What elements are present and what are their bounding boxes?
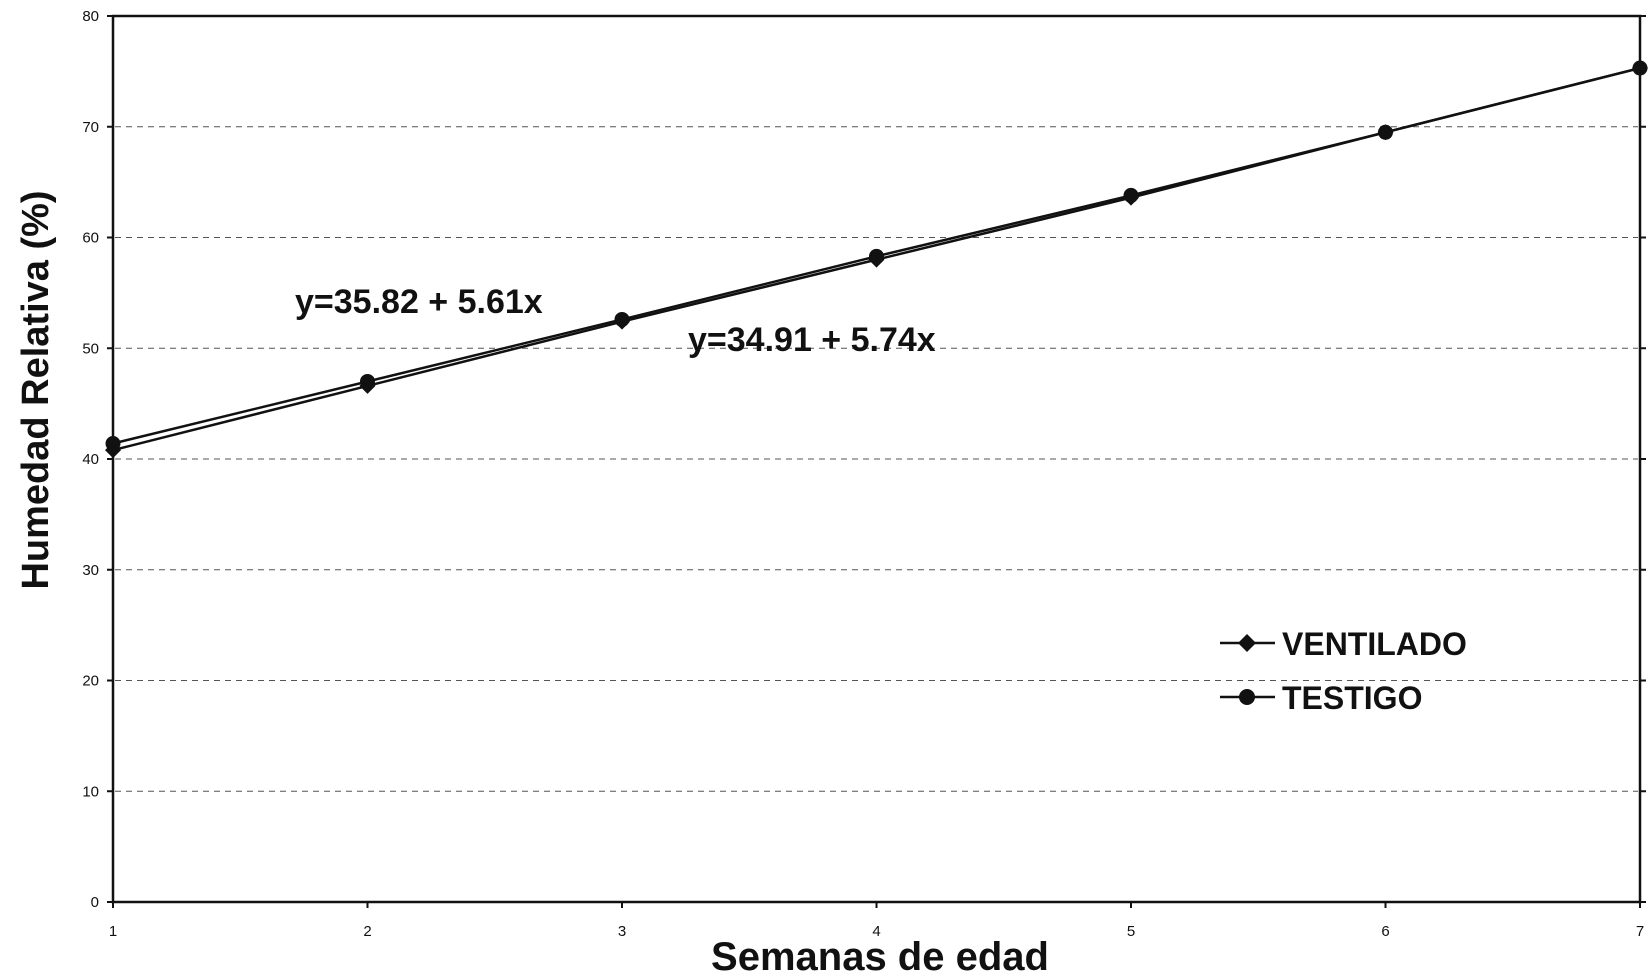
y-tick-label: 0 — [91, 894, 99, 911]
point-testigo — [105, 435, 121, 451]
y-tick-label: 60 — [82, 230, 99, 247]
legend: VENTILADO TESTIGO — [1220, 626, 1467, 716]
x-tick-label: 2 — [363, 923, 371, 940]
x-axis-ticks: 1 2 3 4 5 6 7 — [109, 902, 1644, 940]
y-axis-ticks: 0 10 20 30 40 50 60 70 80 — [82, 8, 1646, 911]
x-axis-title: Semanas de edad — [711, 935, 1049, 978]
x-tick-label: 5 — [1127, 923, 1135, 940]
point-testigo — [869, 248, 884, 264]
x-tick-label: 3 — [618, 923, 626, 940]
series-lines — [105, 60, 1648, 459]
x-tick-label: 4 — [872, 923, 880, 940]
legend-item-ventilado: VENTILADO — [1220, 626, 1467, 662]
y-tick-label: 30 — [82, 562, 99, 579]
y-tick-label: 20 — [82, 673, 99, 690]
legend-circle-marker — [1239, 689, 1255, 705]
point-testigo — [1378, 124, 1393, 140]
equation-label-2: y=34.91 + 5.74x — [688, 321, 936, 359]
gridlines — [115, 126, 1638, 792]
point-testigo — [360, 373, 375, 389]
y-tick-label: 40 — [82, 451, 99, 468]
y-tick-label: 50 — [82, 340, 99, 357]
y-tick-label: 10 — [82, 783, 99, 800]
y-axis-title: Humedad Relativa (%) — [15, 190, 57, 589]
x-tick-label: 1 — [109, 923, 117, 940]
x-tick-label: 7 — [1636, 923, 1644, 940]
point-testigo — [1123, 187, 1139, 203]
legend-item-testigo: TESTIGO — [1220, 680, 1422, 716]
legend-label-ventilado: VENTILADO — [1282, 626, 1467, 662]
equation-label-1: y=35.82 + 5.61x — [295, 283, 543, 321]
x-tick-label: 6 — [1381, 923, 1389, 940]
legend-label-testigo: TESTIGO — [1282, 680, 1422, 716]
y-tick-label: 80 — [82, 8, 99, 25]
y-tick-label: 70 — [82, 119, 99, 136]
point-testigo — [614, 311, 630, 327]
point-testigo — [1632, 60, 1648, 76]
legend-diamond-marker — [1238, 634, 1256, 652]
